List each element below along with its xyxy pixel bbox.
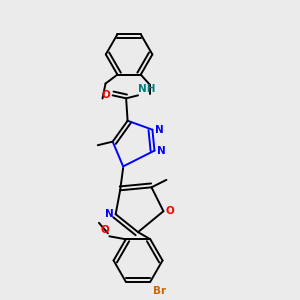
Text: N: N <box>104 209 113 219</box>
Text: N: N <box>158 146 166 156</box>
Text: N: N <box>155 125 164 135</box>
Text: O: O <box>100 225 109 235</box>
Text: O: O <box>166 206 175 216</box>
Text: O: O <box>101 90 110 100</box>
Text: Br: Br <box>153 286 167 296</box>
Text: NH: NH <box>138 84 156 94</box>
